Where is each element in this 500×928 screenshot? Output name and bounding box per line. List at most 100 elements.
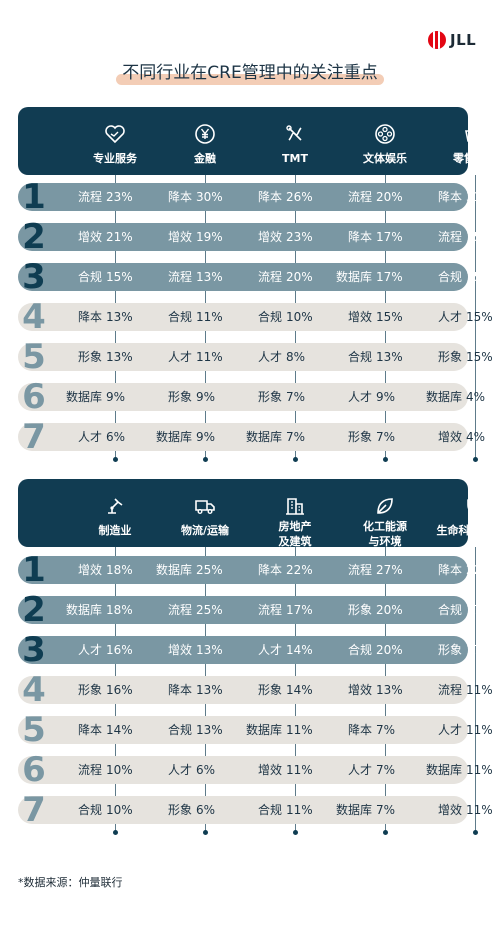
focus-area-percent: 7% — [376, 430, 396, 444]
table-cell: 数据库 7% — [244, 423, 305, 451]
focus-area-percent: 11% — [466, 803, 493, 817]
table-cell: 增效 15% — [334, 303, 403, 331]
focus-area-label: 增效 — [77, 230, 102, 244]
table-cell: 合规 15% — [424, 263, 493, 291]
industry-name: TMT — [282, 152, 308, 165]
focus-area-percent: 20% — [376, 190, 403, 204]
focus-area-percent: 15% — [376, 310, 403, 324]
focus-area-percent: 25% — [196, 563, 223, 577]
focus-area-label: 形象 — [167, 803, 192, 817]
focus-area-percent: 23% — [106, 190, 133, 204]
focus-area-percent: 9% — [196, 390, 216, 404]
focus-area-label: 数据库 — [65, 603, 102, 617]
table-cell: 流程 25% — [154, 596, 223, 624]
rank-row: 5 形象 13% 人才 11% 人才 8% 合规 13% 形象 15% — [18, 337, 493, 377]
industry-column-header: 专业服务 — [70, 107, 160, 175]
rank-number: 3 — [22, 257, 46, 297]
focus-area-percent: 6% — [196, 763, 216, 777]
focus-area-percent: 9% — [196, 430, 216, 444]
focus-area-percent: 8% — [286, 350, 306, 364]
industry-name: 生命科学大健康 — [436, 524, 500, 537]
focus-area-percent: 6% — [196, 803, 216, 817]
focus-area-label: 合规 — [437, 270, 462, 284]
column-end-dot — [113, 457, 118, 462]
shield-heart-icon — [463, 494, 487, 518]
table-cell: 增效 21% — [64, 223, 133, 251]
table-cell: 合规 13% — [154, 716, 223, 744]
focus-area-label: 数据库 — [245, 723, 282, 737]
focus-area-label: 数据库 — [335, 270, 372, 284]
focus-area-label: 降本 — [77, 310, 102, 324]
table-cell: 形象 6% — [154, 796, 215, 824]
focus-area-percent: 15% — [466, 270, 493, 284]
focus-area-label: 流程 — [437, 683, 462, 697]
building-icon — [283, 494, 307, 518]
focus-area-percent: 11% — [196, 310, 223, 324]
focus-area-percent: 13% — [196, 270, 223, 284]
table-cell: 流程 20% — [334, 183, 403, 211]
focus-area-percent: 20% — [376, 603, 403, 617]
focus-area-label: 合规 — [77, 270, 102, 284]
focus-area-label: 数据库 — [155, 563, 192, 577]
table-cell: 降本 7% — [334, 716, 395, 744]
focus-area-label: 增效 — [257, 763, 282, 777]
focus-area-label: 降本 — [167, 683, 192, 697]
column-end-dot — [473, 830, 478, 835]
focus-area-percent: 15% — [466, 310, 493, 324]
table-cell: 合规 15% — [64, 263, 133, 291]
table-cell: 数据库 11% — [424, 756, 493, 784]
table-cell: 形象 7% — [334, 423, 395, 451]
jll-logo: JLL — [428, 29, 494, 51]
focus-area-percent: 7% — [376, 723, 396, 737]
focus-area-label: 人才 — [77, 430, 102, 444]
industry-column-header: TMT — [250, 107, 340, 175]
focus-area-label: 数据库 — [335, 803, 372, 817]
focus-area-percent: 16% — [106, 643, 133, 657]
table-cell: 降本 13% — [64, 303, 133, 331]
industry-column-header: 文体娱乐 — [340, 107, 430, 175]
table-cell: 流程 11% — [424, 676, 493, 704]
focus-area-label: 降本 — [257, 190, 282, 204]
yen-coin-icon — [193, 122, 217, 146]
focus-area-percent: 17% — [376, 270, 403, 284]
focus-area-percent: 22% — [466, 563, 493, 577]
focus-area-percent: 30% — [196, 190, 223, 204]
focus-area-label: 流程 — [347, 190, 372, 204]
table-cell: 形象 17% — [424, 636, 493, 664]
focus-area-percent: 17% — [286, 603, 313, 617]
focus-area-label: 流程 — [257, 603, 282, 617]
focus-area-label: 形象 — [347, 603, 372, 617]
focus-area-percent: 26% — [286, 190, 313, 204]
table-cell: 数据库 25% — [154, 556, 223, 584]
industry-name: 金融 — [194, 152, 216, 165]
table-cell: 形象 16% — [64, 676, 133, 704]
focus-area-label: 数据库 — [425, 763, 462, 777]
rank-row: 4 降本 13% 合规 11% 合规 10% 增效 15% 人才 15% — [18, 297, 493, 337]
column-end-dot — [383, 830, 388, 835]
table-cell: 流程 13% — [154, 263, 223, 291]
rank-number: 3 — [22, 630, 46, 670]
focus-area-percent: 13% — [196, 723, 223, 737]
table-cell: 数据库 17% — [334, 263, 403, 291]
table-cell: 增效 11% — [424, 796, 493, 824]
focus-area-percent: 11% — [196, 350, 223, 364]
jll-logo-mark-icon — [428, 31, 446, 49]
industry-name: 房地产 及建筑 — [278, 520, 312, 548]
table-cell: 降本 14% — [64, 716, 133, 744]
industry-name: 文体娱乐 — [363, 152, 407, 165]
focus-area-percent: 17% — [466, 643, 493, 657]
table-cell: 数据库 7% — [334, 796, 395, 824]
focus-area-label: 降本 — [77, 723, 102, 737]
column-end-dot — [293, 830, 298, 835]
industry-column-header: 零售贸易 — [430, 107, 500, 175]
table-cell: 增效 18% — [64, 556, 133, 584]
focus-area-percent: 7% — [286, 390, 306, 404]
industry-column-header: 制造业 — [70, 479, 160, 547]
focus-area-label: 流程 — [347, 563, 372, 577]
focus-area-percent: 16% — [106, 683, 133, 697]
focus-area-label: 形象 — [167, 390, 192, 404]
table-cell: 人才 6% — [64, 423, 125, 451]
focus-area-percent: 31% — [466, 190, 493, 204]
